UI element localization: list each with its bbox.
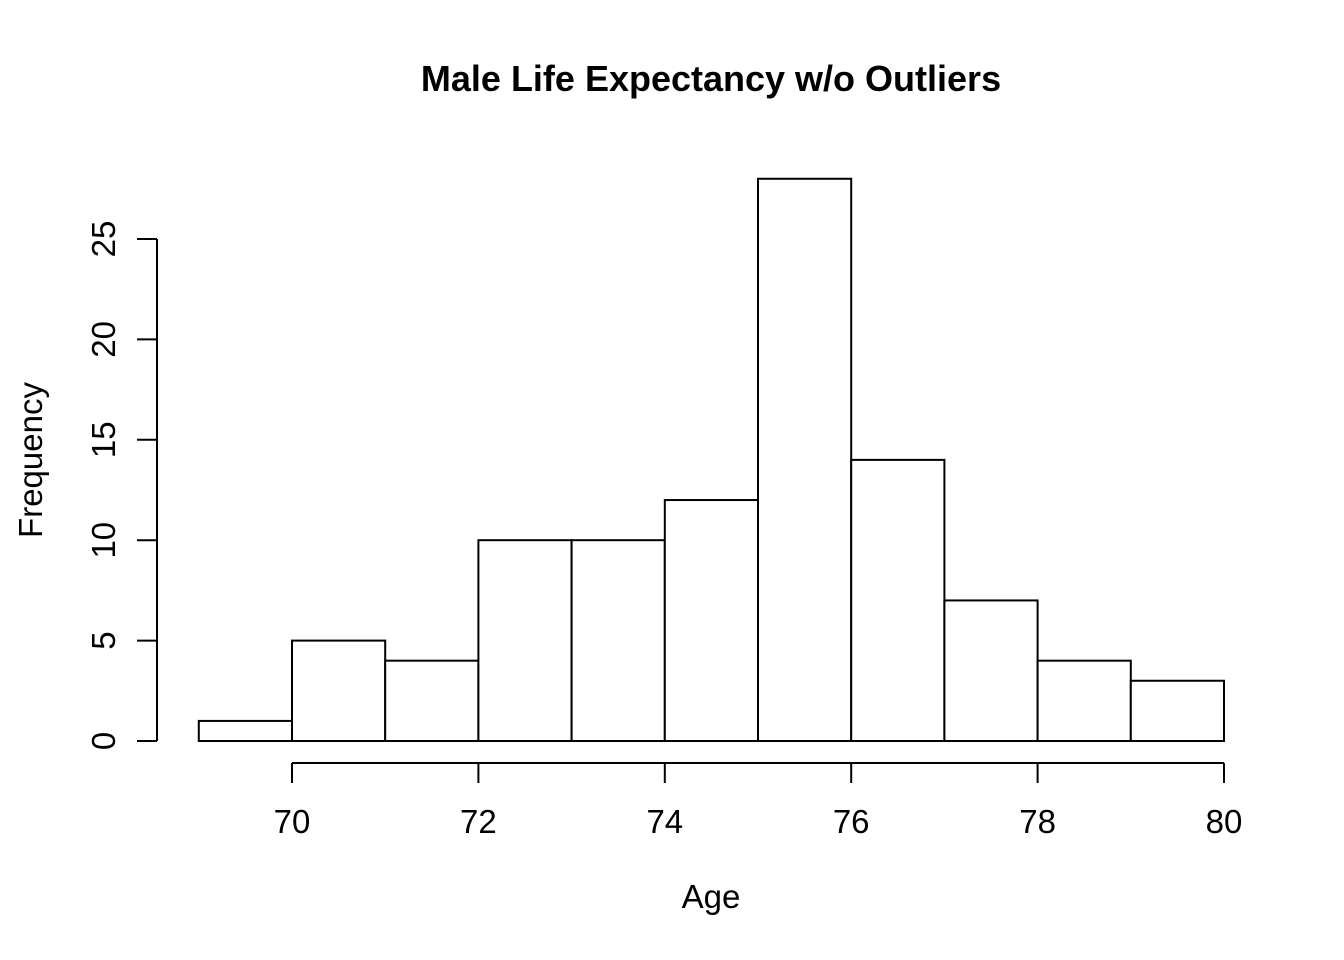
histogram-bar <box>1129 679 1226 743</box>
x-tick-label: 72 <box>460 803 497 840</box>
chart-title: Male Life Expectancy w/o Outliers <box>421 58 1001 99</box>
histogram-bar <box>384 659 480 742</box>
x-axis: 70 72 74 76 78 80 <box>274 762 1243 840</box>
histogram-bar <box>943 599 1039 742</box>
x-tick-label: 70 <box>274 803 311 840</box>
x-axis-label: Age <box>682 878 741 915</box>
y-tick-label: 20 <box>85 321 122 358</box>
x-tick-label: 80 <box>1206 803 1243 840</box>
histogram-bar <box>477 539 573 743</box>
x-tick-label: 78 <box>1019 803 1056 840</box>
histogram-bar <box>570 539 666 743</box>
y-axis-label: Frequency <box>12 382 49 538</box>
histogram-bar <box>197 719 293 742</box>
y-tick-label: 25 <box>85 221 122 258</box>
histogram-bar <box>757 177 853 742</box>
histogram-bars <box>197 177 1226 743</box>
histogram-bar <box>850 458 946 742</box>
x-tick-label: 74 <box>646 803 683 840</box>
histogram-bar <box>291 639 387 742</box>
y-tick-label: 10 <box>85 522 122 559</box>
histogram-bar <box>663 499 759 743</box>
y-tick-label: 0 <box>85 732 122 750</box>
histogram-bar <box>1036 659 1132 742</box>
y-tick-label: 5 <box>85 631 122 649</box>
y-axis: 0 5 10 15 20 25 <box>85 221 158 750</box>
y-tick-label: 15 <box>85 421 122 458</box>
x-tick-label: 76 <box>833 803 870 840</box>
